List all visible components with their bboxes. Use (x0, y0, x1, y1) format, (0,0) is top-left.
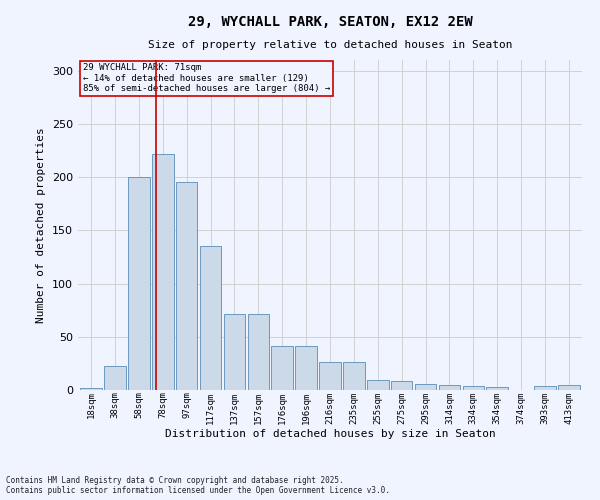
Bar (343, 362, 365, 390)
Bar (439, 384, 460, 390)
X-axis label: Distribution of detached houses by size in Seaton: Distribution of detached houses by size … (164, 429, 496, 439)
Bar (224, 314, 245, 390)
Bar (128, 177, 149, 390)
Bar (80, 388, 102, 390)
Bar (295, 346, 317, 390)
Bar (558, 384, 580, 390)
Text: 29, WYCHALL PARK, SEATON, EX12 2EW: 29, WYCHALL PARK, SEATON, EX12 2EW (188, 15, 472, 29)
Bar (152, 154, 173, 390)
Bar (391, 382, 412, 390)
Bar (271, 346, 293, 390)
Bar (200, 246, 221, 390)
Bar (248, 314, 269, 390)
Bar (487, 387, 508, 390)
Bar (463, 386, 484, 390)
Text: Contains HM Land Registry data © Crown copyright and database right 2025.
Contai: Contains HM Land Registry data © Crown c… (6, 476, 390, 495)
Y-axis label: Number of detached properties: Number of detached properties (37, 127, 46, 323)
Text: Size of property relative to detached houses in Seaton: Size of property relative to detached ho… (148, 40, 512, 50)
Bar (104, 366, 126, 390)
Bar (319, 362, 341, 390)
Bar (176, 182, 197, 390)
Bar (534, 386, 556, 390)
Text: 29 WYCHALL PARK: 71sqm
← 14% of detached houses are smaller (129)
85% of semi-de: 29 WYCHALL PARK: 71sqm ← 14% of detached… (83, 64, 330, 93)
Bar (367, 380, 389, 390)
Bar (415, 384, 436, 390)
